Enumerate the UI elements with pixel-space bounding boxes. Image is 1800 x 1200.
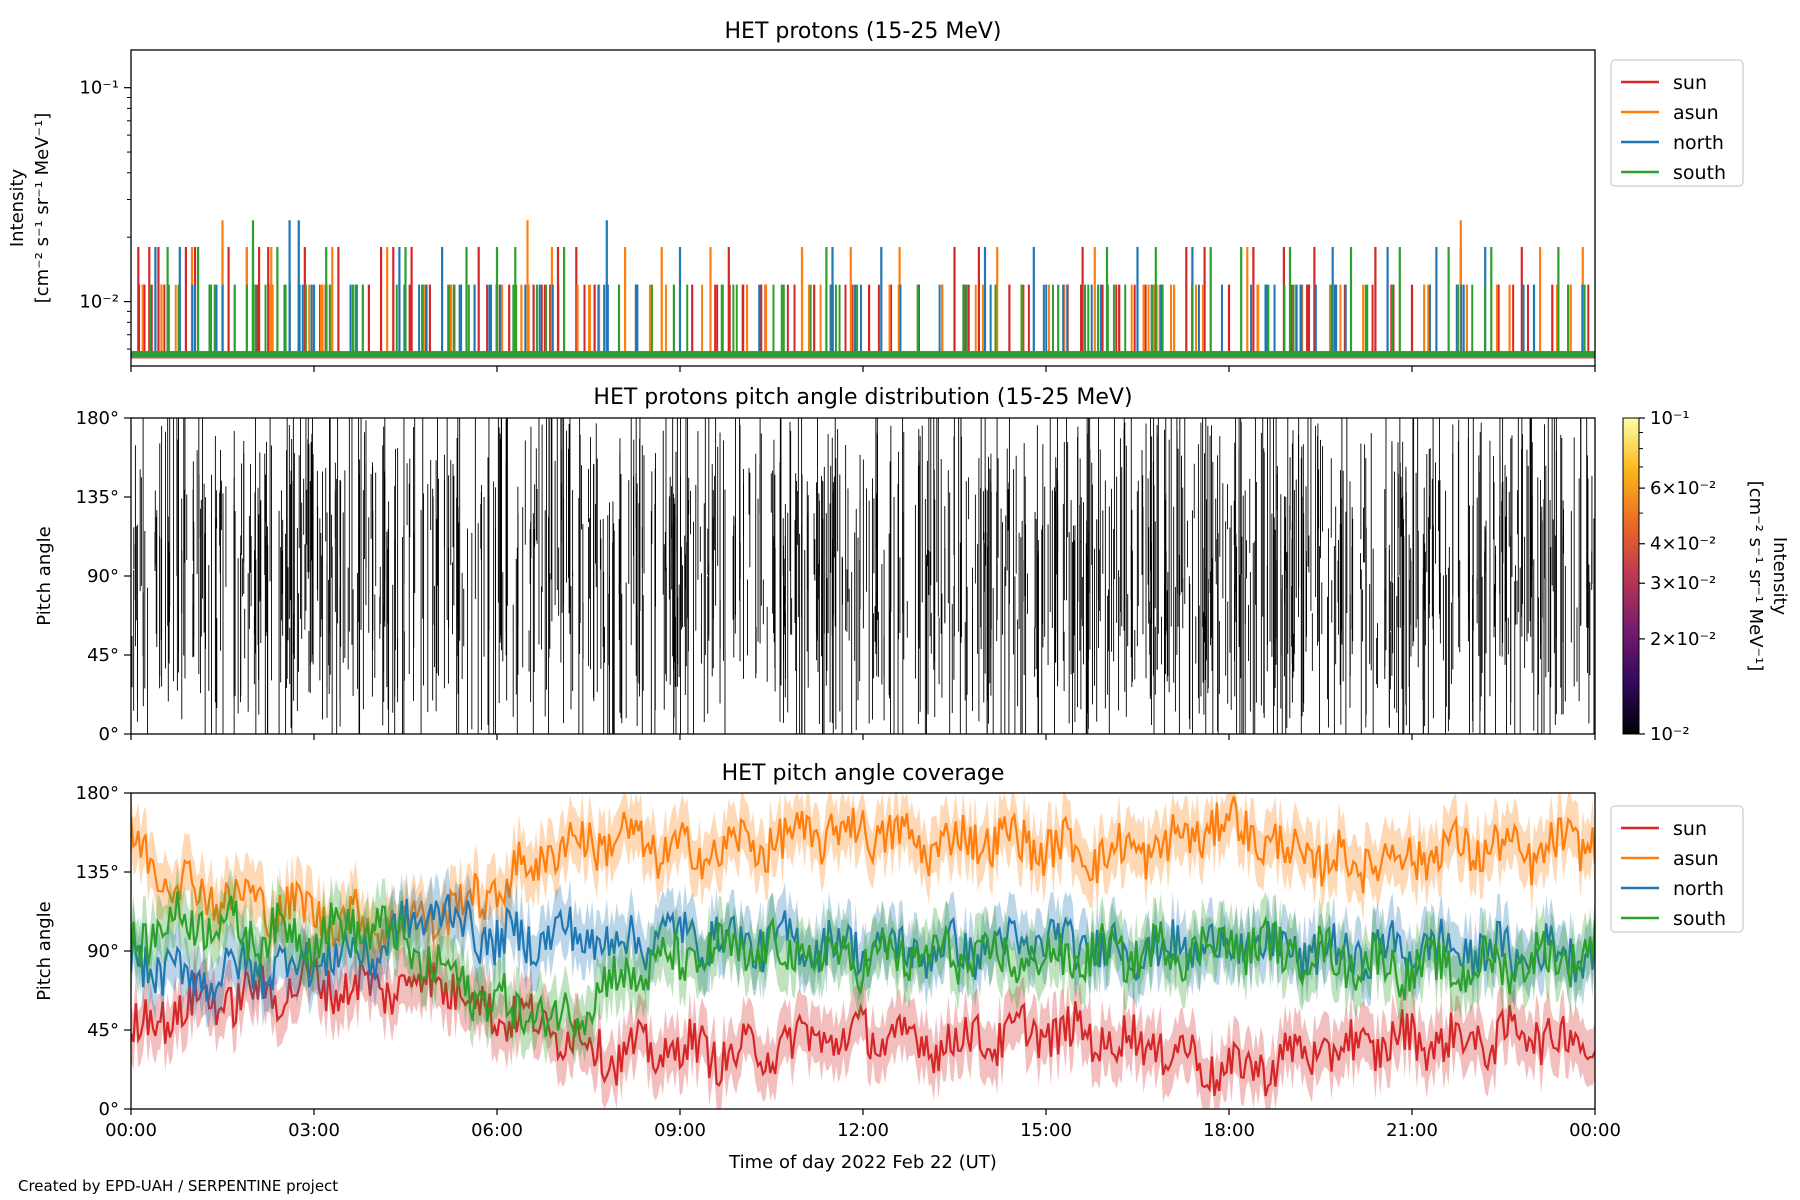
- colorbar-label-2: [cm⁻² s⁻¹ sr⁻¹ MeV⁻¹]: [1745, 481, 1766, 672]
- colorbar-tick-label: 2×10⁻²: [1650, 629, 1716, 650]
- xtick-label: 15:00: [1020, 1120, 1072, 1141]
- panel-intensity-series: [131, 220, 1595, 359]
- legend-label-south: south: [1673, 162, 1726, 184]
- panel-pad-yticks: 180° 135° 90° 45° 0°: [76, 408, 131, 745]
- series-baseline-south: [131, 350, 1595, 357]
- colorbar-tick-label: 4×10⁻²: [1650, 534, 1716, 555]
- legend-label-sun: sun: [1673, 818, 1707, 840]
- ytick-label: 180°: [76, 783, 119, 804]
- panel-coverage-yticks: 180° 135° 90° 45° 0°: [76, 783, 131, 1120]
- ytick-label: 45°: [87, 1020, 119, 1041]
- ytick-label: 90°: [87, 566, 119, 587]
- panel-intensity-yticks: 10⁻¹ 10⁻²: [79, 78, 131, 350]
- coverage-line-south: [131, 891, 1595, 1037]
- panel-intensity-legend: sun asun north south: [1610, 59, 1744, 187]
- coverage-line-sun: [131, 955, 1595, 1097]
- panel-coverage-xticks: 00:00 03:00 06:00 09:00 12:00 15:00 18:00 21:00…: [105, 1109, 1621, 1141]
- colorbar: 10⁻¹ 6×10⁻² 4×10⁻² 3×10⁻² 2×10⁻² 10⁻² Intensi…: [1622, 408, 1790, 745]
- ytick-label: 10⁻²: [79, 292, 119, 313]
- legend-label-north: north: [1673, 878, 1724, 900]
- legend-label-sun: sun: [1673, 72, 1707, 94]
- ytick-label: 135°: [76, 487, 119, 508]
- coverage-band-sun: [131, 928, 1595, 1109]
- coverage-band-south: [131, 863, 1595, 1065]
- xtick-label: 06:00: [471, 1120, 523, 1141]
- panel-pad-title: HET protons pitch angle distribution (15…: [593, 385, 1132, 410]
- colorbar-gradient: [1622, 417, 1640, 735]
- panel-coverage-legend: sun asun north south: [1610, 805, 1744, 933]
- panel-coverage: HET pitch angle coverage 180° 135° 90° 45° 0…: [34, 761, 1744, 1173]
- ytick-label: 0°: [99, 1099, 119, 1120]
- coverage-line-north: [131, 894, 1595, 1002]
- panel-pad: HET protons pitch angle distribution (15…: [34, 385, 1790, 745]
- ytick-label: 135°: [76, 862, 119, 883]
- legend-label-north: north: [1673, 132, 1724, 154]
- xtick-label: 18:00: [1203, 1120, 1255, 1141]
- panel-pad-heatmap: [131, 418, 1595, 734]
- ytick-label: 90°: [87, 941, 119, 962]
- xtick-label: 21:00: [1386, 1120, 1438, 1141]
- ytick-label: 45°: [87, 645, 119, 666]
- xtick-label: 00:00: [1569, 1120, 1621, 1141]
- coverage-line-asun: [131, 796, 1595, 954]
- panel-intensity-ylabel-2: [cm⁻² s⁻¹ sr⁻¹ MeV⁻¹]: [32, 113, 53, 304]
- panel-coverage-title: HET pitch angle coverage: [722, 761, 1005, 786]
- legend-frame: [1610, 59, 1744, 187]
- panel-intensity-ylabel-1: Intensity: [7, 168, 28, 247]
- credit-text: Created by EPD-UAH / SERPENTINE project: [18, 1177, 338, 1195]
- legend-frame: [1610, 805, 1744, 933]
- legend-label-asun: asun: [1673, 102, 1719, 124]
- legend-label-south: south: [1673, 908, 1726, 930]
- colorbar-tick-label: 3×10⁻²: [1650, 573, 1716, 594]
- xtick-label: 12:00: [837, 1120, 889, 1141]
- ytick-label: 180°: [76, 408, 119, 429]
- panel-pad-ylabel: Pitch angle: [34, 526, 55, 625]
- ytick-label: 0°: [99, 724, 119, 745]
- panel-pad-xticks: [130, 734, 1596, 740]
- panel-intensity-xticks: [130, 366, 1596, 372]
- panel-intensity-title: HET protons (15-25 MeV): [725, 19, 1002, 44]
- panel-coverage-ylabel: Pitch angle: [34, 901, 55, 1000]
- panel-coverage-xlabel: Time of day 2022 Feb 22 (UT): [728, 1152, 997, 1173]
- panel-intensity: HET protons (15-25 MeV) 10⁻¹ 10⁻² Intensi…: [7, 19, 1744, 372]
- legend-label-asun: asun: [1673, 848, 1719, 870]
- colorbar-tick-label: 10⁻²: [1650, 724, 1690, 745]
- colorbar-label-1: Intensity: [1769, 537, 1790, 616]
- colorbar-tick-label: 6×10⁻²: [1650, 478, 1716, 499]
- colorbar-tick-label: 10⁻¹: [1650, 408, 1690, 429]
- ytick-label: 10⁻¹: [79, 78, 119, 99]
- xtick-label: 00:00: [105, 1120, 157, 1141]
- coverage-band-north: [131, 866, 1595, 1029]
- colorbar-ticks: 10⁻¹ 6×10⁻² 4×10⁻² 3×10⁻² 2×10⁻² 10⁻²: [1639, 408, 1716, 745]
- xtick-label: 09:00: [654, 1120, 706, 1141]
- panel-coverage-series: [131, 793, 1595, 1109]
- xtick-label: 03:00: [288, 1120, 340, 1141]
